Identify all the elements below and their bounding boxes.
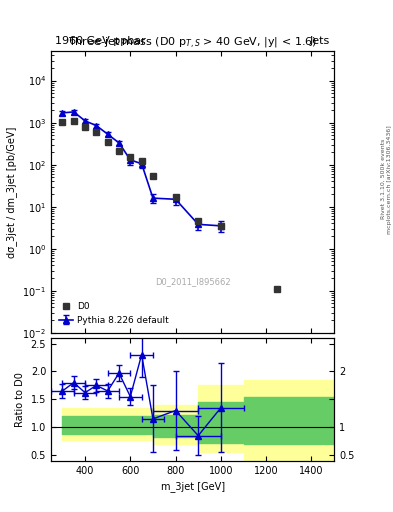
Y-axis label: Ratio to D0: Ratio to D0 <box>15 372 25 427</box>
Legend: D0, Pythia 8.226 default: D0, Pythia 8.226 default <box>55 298 173 328</box>
Text: mcplots.cern.ch [arXiv:1306.3436]: mcplots.cern.ch [arXiv:1306.3436] <box>387 125 391 233</box>
Title: Three-jet mass (D0 p$_{T,S}$ > 40 GeV, |y| < 1.6): Three-jet mass (D0 p$_{T,S}$ > 40 GeV, |… <box>68 36 317 51</box>
Text: D0_2011_I895662: D0_2011_I895662 <box>155 278 230 287</box>
Y-axis label: dσ_3jet / dm_3jet [pb/GeV]: dσ_3jet / dm_3jet [pb/GeV] <box>6 126 17 258</box>
Text: Rivet 3.1.10, 500k events: Rivet 3.1.10, 500k events <box>381 139 386 219</box>
Text: Jets: Jets <box>310 35 330 46</box>
Text: 1960 GeV ppbar: 1960 GeV ppbar <box>55 35 146 46</box>
X-axis label: m_3jet [GeV]: m_3jet [GeV] <box>160 481 225 492</box>
